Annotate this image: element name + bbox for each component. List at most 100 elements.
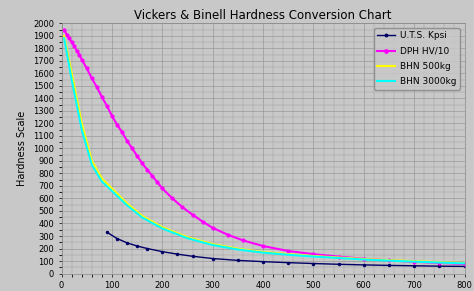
BHN 3000kg (235, 248, 241, 251)
U.T.S. Kpsi (210, 257, 216, 260)
U.T.S. Kpsi (174, 252, 180, 256)
DPH HV/10 (99, 95, 105, 99)
U.T.S. Kpsi (285, 261, 291, 265)
DPH HV/10 (462, 262, 467, 266)
DPH HV/10 (76, 53, 82, 56)
BHN 500kg (61, 34, 67, 38)
DPH HV/10 (124, 139, 130, 143)
U.T.S. Kpsi (235, 259, 241, 262)
DPH HV/10 (61, 28, 67, 31)
BHN 500kg (462, 261, 467, 265)
BHN 3000kg (99, 180, 105, 183)
DPH HV/10 (84, 67, 90, 70)
DPH HV/10 (155, 180, 160, 184)
BHN 3000kg (185, 237, 191, 240)
BHN 3000kg (336, 256, 341, 260)
DPH HV/10 (139, 162, 145, 165)
DPH HV/10 (210, 226, 216, 230)
BHN 500kg (89, 159, 95, 163)
BHN 500kg (437, 260, 442, 264)
U.T.S. Kpsi (310, 262, 316, 265)
DPH HV/10 (79, 58, 84, 61)
BHN 3000kg (79, 128, 84, 132)
DPH HV/10 (64, 33, 70, 36)
U.T.S. Kpsi (462, 265, 467, 268)
U.T.S. Kpsi (336, 262, 341, 266)
DPH HV/10 (411, 260, 417, 264)
BHN 3000kg (109, 189, 115, 193)
DPH HV/10 (225, 233, 231, 237)
BHN 500kg (99, 177, 105, 180)
BHN 500kg (210, 242, 216, 246)
U.T.S. Kpsi (104, 230, 110, 234)
DPH HV/10 (109, 114, 115, 118)
BHN 3000kg (61, 37, 67, 40)
DPH HV/10 (170, 197, 175, 200)
DPH HV/10 (119, 130, 125, 134)
U.T.S. Kpsi (145, 247, 150, 250)
U.T.S. Kpsi (124, 241, 130, 245)
BHN 3000kg (285, 253, 291, 257)
DPH HV/10 (129, 147, 135, 150)
BHN 500kg (69, 72, 74, 75)
BHN 3000kg (124, 204, 130, 207)
BHN 500kg (336, 256, 341, 259)
BHN 3000kg (310, 255, 316, 258)
BHN 3000kg (462, 262, 467, 265)
DPH HV/10 (145, 168, 150, 171)
DPH HV/10 (240, 239, 246, 242)
BHN 3000kg (69, 78, 74, 81)
BHN 500kg (235, 247, 241, 251)
BHN 3000kg (437, 261, 442, 264)
Line: DPH HV/10: DPH HV/10 (61, 27, 467, 267)
U.T.S. Kpsi (134, 244, 140, 248)
BHN 500kg (159, 226, 165, 229)
BHN 500kg (386, 258, 392, 262)
BHN 500kg (185, 235, 191, 239)
Legend: U.T.S. Kpsi, DPH HV/10, BHN 500kg, BHN 3000kg: U.T.S. Kpsi, DPH HV/10, BHN 500kg, BHN 3… (374, 28, 460, 90)
BHN 3000kg (411, 260, 417, 263)
DPH HV/10 (134, 154, 140, 158)
Line: BHN 500kg: BHN 500kg (64, 36, 465, 263)
U.T.S. Kpsi (190, 255, 195, 258)
U.T.S. Kpsi (437, 265, 442, 268)
U.T.S. Kpsi (386, 264, 392, 267)
Title: Vickers & Binell Hardness Conversion Chart: Vickers & Binell Hardness Conversion Cha… (134, 9, 392, 22)
BHN 3000kg (361, 258, 367, 261)
BHN 500kg (260, 250, 266, 254)
DPH HV/10 (114, 123, 120, 126)
BHN 500kg (124, 202, 130, 205)
DPH HV/10 (200, 220, 205, 223)
DPH HV/10 (285, 249, 291, 253)
DPH HV/10 (361, 257, 367, 260)
DPH HV/10 (437, 261, 442, 265)
DPH HV/10 (72, 44, 77, 47)
BHN 3000kg (89, 163, 95, 166)
BHN 3000kg (159, 227, 165, 230)
BHN 3000kg (386, 259, 392, 262)
DPH HV/10 (89, 77, 95, 80)
DPH HV/10 (94, 85, 100, 89)
DPH HV/10 (104, 104, 110, 108)
Y-axis label: Hardness Scale: Hardness Scale (17, 111, 27, 186)
BHN 500kg (285, 252, 291, 256)
BHN 500kg (139, 214, 145, 218)
Line: U.T.S. Kpsi: U.T.S. Kpsi (105, 230, 466, 269)
DPH HV/10 (149, 174, 155, 178)
DPH HV/10 (66, 37, 72, 40)
DPH HV/10 (386, 259, 392, 262)
BHN 500kg (310, 254, 316, 258)
BHN 3000kg (139, 216, 145, 219)
BHN 500kg (109, 187, 115, 190)
DPH HV/10 (190, 213, 195, 217)
DPH HV/10 (310, 252, 316, 256)
U.T.S. Kpsi (260, 260, 266, 263)
BHN 3000kg (210, 243, 216, 247)
DPH HV/10 (69, 40, 74, 44)
DPH HV/10 (74, 49, 80, 53)
U.T.S. Kpsi (361, 263, 367, 267)
U.T.S. Kpsi (411, 264, 417, 267)
BHN 3000kg (260, 251, 266, 254)
BHN 500kg (361, 257, 367, 261)
DPH HV/10 (180, 205, 185, 209)
